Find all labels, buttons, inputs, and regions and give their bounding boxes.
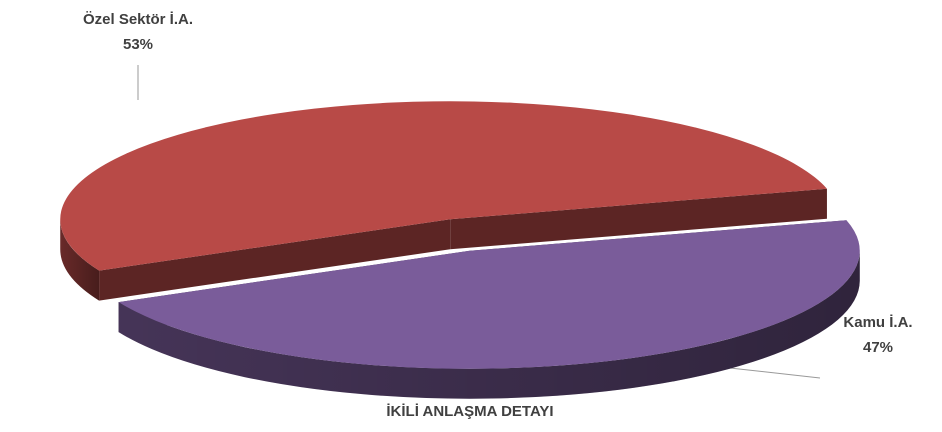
value-label: 53% — [123, 36, 153, 53]
value-label: 47% — [863, 339, 893, 356]
slice-side-shade — [60, 219, 100, 301]
slice-top — [118, 220, 860, 369]
leader-line — [729, 367, 821, 379]
slice-wall — [99, 219, 451, 301]
pie-slice — [60, 101, 827, 301]
slice-top — [60, 101, 827, 271]
slice-wall — [450, 188, 827, 250]
pie-slice — [118, 220, 860, 399]
category-label: Özel Sektör İ.A. — [83, 11, 193, 28]
slice-side-shade — [118, 250, 860, 399]
category-label: Kamu İ.A. — [843, 314, 912, 331]
chart-title: İKİLİ ANLAŞMA DETAYI — [386, 403, 553, 420]
